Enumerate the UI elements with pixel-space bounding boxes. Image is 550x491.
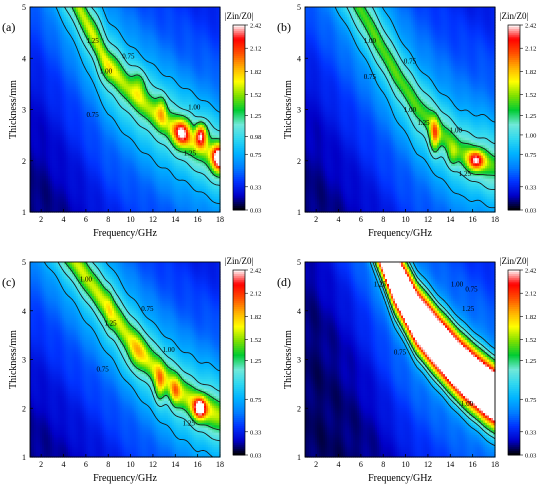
panel-1: 1.250.751.000.751.001.252 4 6 8 10 12 14 16 1812…: [2, 3, 261, 239]
